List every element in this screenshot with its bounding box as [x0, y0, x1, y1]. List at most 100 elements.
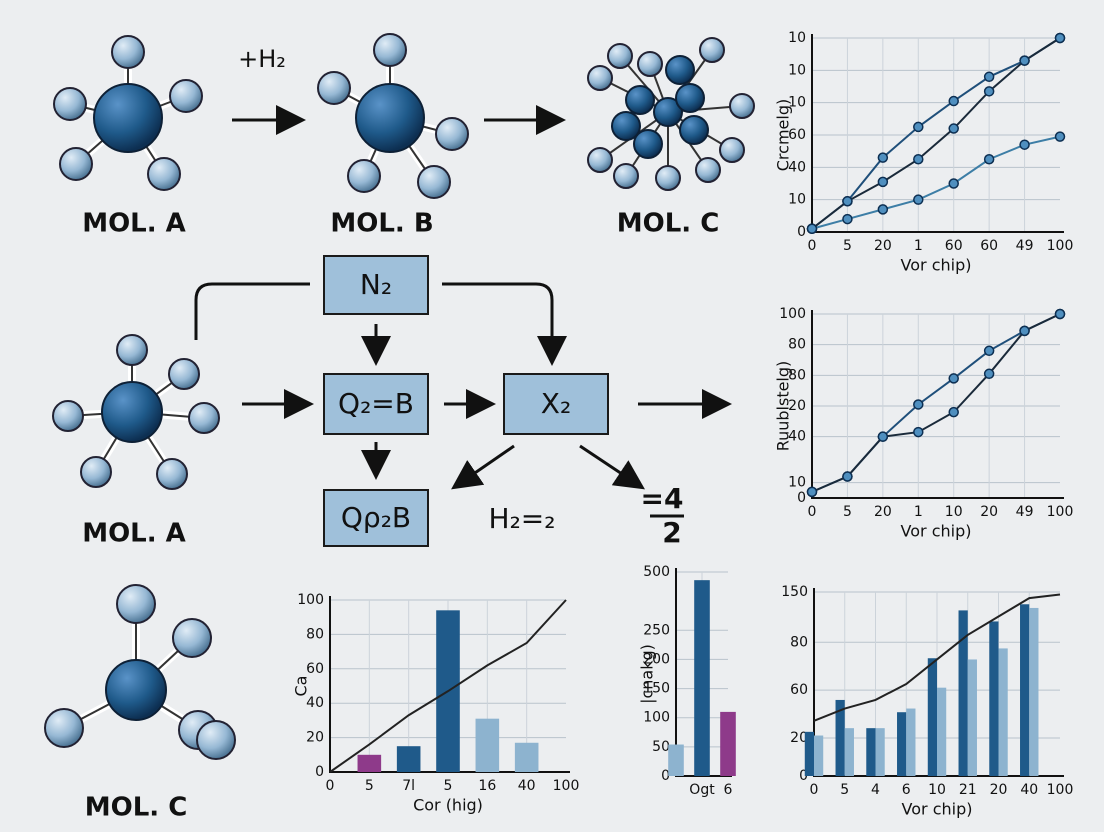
y-tick-label: 150: [643, 681, 670, 697]
atom: [116, 584, 156, 624]
x-tick-label: 100: [1047, 782, 1074, 798]
atom: [655, 165, 681, 191]
bar: [357, 754, 382, 772]
marker: [983, 345, 995, 357]
x-tick-label: 4: [871, 782, 880, 798]
atom: [116, 334, 148, 366]
x-tick-label: 0: [808, 504, 817, 520]
mol-label: MOL. A: [82, 519, 186, 549]
bar: [958, 610, 968, 776]
atom: [111, 35, 145, 69]
y-tick-label: 100: [297, 592, 324, 608]
y-tick-label: 0: [797, 490, 806, 506]
bar: [1020, 604, 1030, 776]
x-tick-label: 100: [1047, 504, 1074, 520]
atom: [695, 157, 721, 183]
marker: [948, 178, 959, 189]
atom: [169, 79, 203, 113]
axis: [811, 310, 1064, 499]
atom: [317, 71, 351, 105]
atom: [637, 51, 663, 77]
line: [813, 593, 1061, 722]
mol-label: MOL. A: [82, 209, 186, 239]
atom: [172, 618, 212, 658]
bar: [875, 728, 885, 776]
x-tick-label: 100: [1047, 238, 1074, 254]
atom: [373, 33, 407, 67]
y-axis-label: |cnakg): [638, 644, 657, 704]
atom: [665, 55, 695, 85]
atom: [613, 163, 639, 189]
atom: [168, 358, 200, 390]
atom: [729, 93, 755, 119]
atom: [653, 97, 683, 127]
marker: [913, 121, 924, 133]
x-tick-label: 40: [1020, 782, 1038, 798]
x-tick-label: 0: [326, 778, 335, 794]
y-tick-label: 10: [788, 62, 806, 78]
atom: [699, 37, 725, 63]
y-tick-label: 150: [781, 584, 808, 600]
x-tick-label: 16: [478, 778, 496, 794]
x-tick-label: 60: [945, 238, 963, 254]
box-label: N₂: [360, 268, 392, 301]
x-tick-label: 1: [914, 238, 923, 254]
arrow: [451, 444, 515, 490]
y-tick-label: 0: [799, 768, 808, 784]
atom: [156, 458, 188, 490]
atom: [675, 83, 705, 113]
box: [323, 489, 429, 547]
x-tick-label: 40: [518, 778, 536, 794]
x-axis-label: Vor chip): [901, 256, 972, 275]
y-tick-label: 500: [643, 564, 670, 580]
x-tick-label: 49: [1016, 504, 1034, 520]
marker: [913, 399, 924, 410]
fraction-bottom: 2: [662, 516, 681, 549]
x-tick-label: 10: [945, 504, 963, 520]
line: [329, 599, 567, 773]
bar: [844, 728, 854, 776]
x-tick-label: 6: [724, 782, 733, 798]
x-tick-label: 20: [874, 504, 892, 520]
atom: [435, 117, 469, 151]
bar: [927, 658, 937, 776]
arrow: [579, 444, 645, 490]
x-tick-label: 0: [810, 782, 819, 798]
molecules: [44, 33, 755, 760]
marker: [1019, 139, 1030, 150]
x-tick-label: 5: [840, 782, 849, 798]
marker: [877, 176, 889, 188]
atom: [587, 147, 613, 173]
atom: [679, 115, 709, 145]
y-tick-label: 10: [788, 475, 806, 491]
x-axis-label: Cor (hig): [413, 796, 483, 815]
marker: [806, 486, 818, 498]
atom: [188, 402, 220, 434]
line: [811, 135, 1061, 230]
atom-center: [101, 381, 163, 443]
marker: [913, 154, 924, 165]
y-axis-label: Ca: [292, 676, 311, 697]
x-tick-label: 1: [914, 504, 923, 520]
atom: [52, 400, 84, 432]
marker: [877, 204, 889, 215]
y-tick-label: 60: [790, 682, 808, 698]
mol-label: MOL. C: [617, 209, 720, 239]
box: [503, 373, 609, 435]
bar: [967, 659, 977, 776]
atom: [80, 456, 112, 488]
y-axis-label: Ruublstelg): [774, 361, 793, 452]
y-tick-label: 250: [643, 622, 670, 638]
box: [323, 255, 429, 315]
mol-label: MOL. B: [330, 209, 433, 239]
atom: [587, 65, 613, 91]
marker: [842, 196, 853, 207]
y-tick-label: 20: [790, 730, 808, 746]
marker: [983, 71, 995, 83]
bar: [396, 746, 421, 772]
bar: [694, 580, 710, 776]
y-tick-label: 100: [779, 306, 806, 322]
y-tick-label: 100: [643, 710, 670, 726]
marker: [842, 471, 853, 482]
